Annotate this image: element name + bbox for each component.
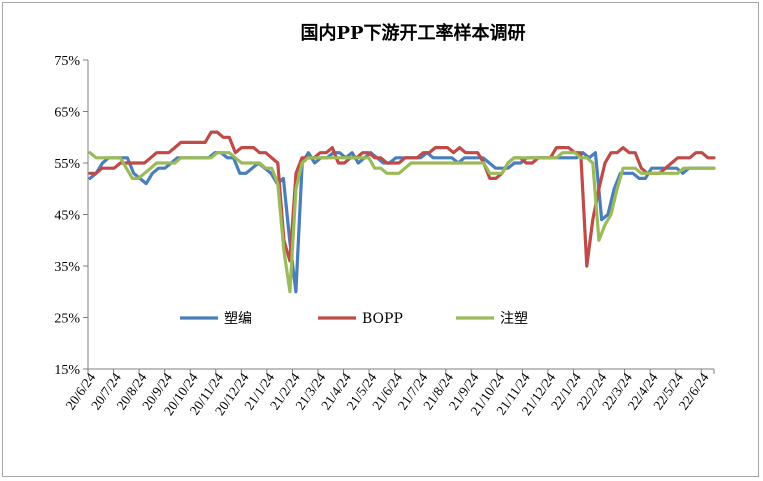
series-line-注塑 [88, 151, 716, 294]
legend-label-注塑: 注塑 [500, 311, 528, 327]
legend-label-BOPP: BOPP [362, 311, 403, 327]
y-tick-label: 65% [54, 106, 80, 121]
legend: 塑编 BOPP 注塑 [180, 311, 528, 327]
legend-label-塑编: 塑编 [224, 311, 252, 327]
series-line-BOPP [88, 130, 716, 268]
chart-title: 国内PP下游开工率样本调研 [300, 22, 525, 44]
y-tick-label: 45% [54, 209, 80, 224]
y-tick-label: 25% [54, 312, 80, 327]
y-tick-label: 55% [54, 157, 80, 172]
series-lines [88, 130, 716, 294]
x-tick-labels: 20/6/2420/7/2420/8/2420/9/2420/10/2420/1… [63, 370, 712, 418]
y-tick-label: 15% [54, 363, 80, 378]
axes [83, 59, 715, 374]
chart-frame [2, 2, 759, 477]
y-tick-label: 75% [54, 54, 80, 69]
y-tick-labels: 75% 65% 55% 45% 35% 25% 15% [54, 54, 80, 378]
y-tick-label: 35% [54, 260, 80, 275]
